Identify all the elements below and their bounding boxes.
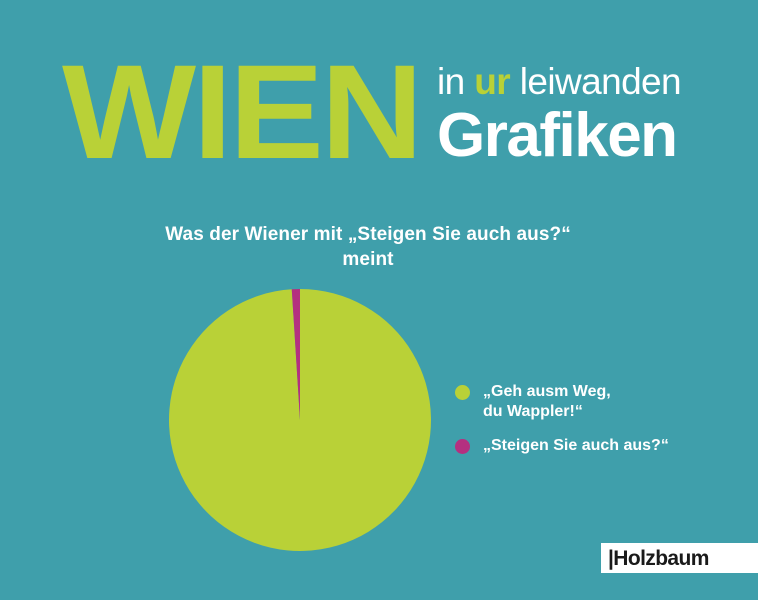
legend-item-1: „Steigen Sie auch aus?“ [455,436,735,456]
pie-chart-svg [169,289,432,551]
wordmark-wien: WIEN [62,38,423,187]
tagline-part-in: in [437,61,475,102]
legend-dot-magenta-icon [455,439,470,454]
pie-chart [168,288,432,552]
header-title-grafiken: Grafiken [437,101,678,170]
legend-dot-green-icon [455,385,470,400]
poster-header: WIEN in ur leiwanden Grafiken [0,0,758,200]
legend-item-0: „Geh ausm Weg, du Wappler!“ [455,382,735,422]
tagline-part-leiwanden: leiwanden [510,61,682,102]
publisher-logo-text: |Holzbaum [608,546,709,570]
chart-subtitle: Was der Wiener mit „Steigen Sie auch aus… [165,224,571,270]
pie-slices [169,289,432,551]
tagline-highlight-ur: ur [474,61,511,102]
legend-label-1: „Steigen Sie auch aus?“ [483,437,669,454]
pie-slice-geh-ausm-weg [169,289,432,551]
pie-slice-steigen-sie-auch-aus [291,289,300,420]
chart-legend: „Geh ausm Weg, du Wappler!“ „Steigen Sie… [455,382,735,470]
legend-label-0: „Geh ausm Weg, du Wappler!“ [483,383,611,420]
header-tagline-line: in ur leiwanden [437,62,757,102]
publisher-logo: |Holzbaum [601,543,758,573]
header-right-stack: in ur leiwanden Grafiken [437,62,757,168]
